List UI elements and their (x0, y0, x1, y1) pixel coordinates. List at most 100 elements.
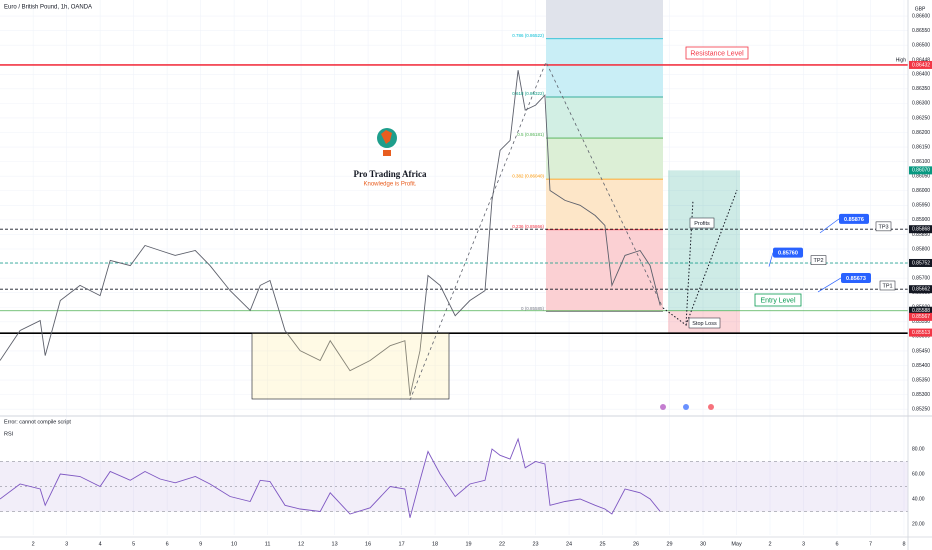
brand: Pro Trading Africa (354, 169, 427, 179)
y-tick-label: 0.85800 (912, 246, 930, 252)
x-tick-label: May (731, 541, 742, 547)
fib-label: 0.618 (0.86322) (512, 91, 544, 96)
x-tick-label: 2 (768, 541, 771, 547)
price-tag-label: 0.85752 (912, 260, 930, 266)
price-tag (909, 60, 932, 69)
target-badge (839, 213, 869, 224)
entry-label: Entry Level (760, 297, 795, 304)
stop-box (688, 317, 721, 329)
fib-zone (546, 179, 663, 230)
y-tick-label: 0.86550 (912, 28, 930, 34)
y-tick-label: 0.86500 (912, 42, 930, 48)
price-tag-label: 0.86070 (912, 168, 930, 174)
x-tick-label: 7 (869, 541, 872, 547)
fib-label: 0.236 (0.85866) (512, 224, 544, 229)
fib-zone (546, 138, 663, 180)
y-tick-label: 0.85850 (912, 232, 930, 238)
profits-box (689, 217, 715, 229)
target-pointer (819, 218, 840, 234)
price-tag-label: 0.85868 (912, 227, 930, 233)
y-tick-label: 0.86400 (912, 72, 930, 78)
icon (708, 404, 714, 410)
slogan: Knowledge is Profit. (363, 182, 416, 188)
x-tick-label: 30 (700, 541, 706, 547)
target-box (875, 221, 892, 232)
price-tag (909, 258, 932, 267)
fib-label: 0.786 (0.86522) (512, 33, 544, 38)
y-tick-label: 0.85700 (912, 275, 930, 281)
price-tag (909, 306, 932, 315)
high-tag (909, 56, 932, 65)
profits-label: Profits (694, 221, 710, 227)
y-tick-label: 0.85900 (912, 217, 930, 223)
profit-path (685, 189, 738, 326)
y-tick-label: 0.85400 (912, 363, 930, 369)
x-tick-label: 19 (466, 541, 472, 547)
x-tick-label: 4 (99, 541, 102, 547)
y-tick-label: 0.86200 (912, 130, 930, 136)
price-tag-label: 0.86432 (912, 62, 930, 68)
fib-zone (546, 38, 663, 97)
x-tick-label: 13 (332, 541, 338, 547)
fib-label: 0.382 (0.86040) (512, 173, 544, 178)
price-tag (909, 312, 932, 321)
target-pointer (817, 277, 842, 293)
x-tick-label: 9 (199, 541, 202, 547)
price-tag (909, 328, 932, 337)
target-name: TP1 (882, 283, 892, 289)
profit-zone (668, 170, 740, 311)
fib-label: 0 (0.85585) (521, 306, 545, 311)
x-tick-label: 26 (633, 541, 639, 547)
target-badge (773, 247, 803, 258)
price-tag-label: 0.85513 (912, 330, 930, 336)
x-tick-label: 23 (532, 541, 538, 547)
x-tick-label: 16 (365, 541, 371, 547)
target-price: 0.85760 (778, 251, 798, 257)
price-tag-label: 0.85588 (912, 308, 930, 314)
symbol-title: Euro / British Pound, 1h, OANDA (4, 5, 92, 11)
stop-label: Stop Loss (692, 321, 717, 327)
pane-title: RSI (4, 431, 14, 437)
high-value: 0.86448 (912, 58, 930, 64)
target-price: 0.85876 (844, 217, 864, 223)
target-badge (841, 272, 871, 283)
series-line (0, 70, 661, 396)
consolidation-box (251, 332, 450, 400)
y-tick-label: 0.85350 (912, 377, 930, 383)
x-tick-label: 24 (566, 541, 572, 547)
x-tick-label: 5 (132, 541, 135, 547)
x-tick-label: 25 (599, 541, 605, 547)
resistance-box (685, 46, 749, 60)
y-tick-label: 40.00 (912, 496, 925, 502)
fib-zone (546, 0, 663, 39)
price-tag (909, 166, 932, 175)
logo-africa (381, 130, 392, 144)
y-tick-label: 0.85300 (912, 392, 930, 398)
high-label: High (896, 58, 907, 64)
fib-label: 0.5 (0.86181) (517, 132, 544, 137)
y-tick-label: 0.85950 (912, 203, 930, 209)
entry-box (754, 293, 802, 307)
fib-zone (546, 229, 663, 312)
y-tick-label: 0.86100 (912, 159, 930, 165)
target-box (810, 255, 827, 265)
y-tick-label: 0.86600 (912, 13, 930, 19)
fib-zone (546, 96, 663, 139)
price-tag-label: 0.85567 (912, 314, 930, 320)
y-tick-label: 80.00 (912, 446, 925, 452)
currency: GBP (915, 6, 926, 12)
y-tick-label: 0.86050 (912, 174, 930, 180)
trend-line (409, 61, 664, 401)
x-tick-label: 6 (835, 541, 838, 547)
y-tick-label: 0.86000 (912, 188, 930, 194)
x-tick-label: 12 (298, 541, 304, 547)
y-tick-label: 0.85550 (912, 319, 930, 325)
x-tick-label: 3 (802, 541, 805, 547)
x-tick-label: 17 (399, 541, 405, 547)
y-tick-label: 0.86150 (912, 144, 930, 150)
y-tick-label: 20.00 (912, 521, 925, 527)
y-tick-label: 0.85450 (912, 348, 930, 354)
x-tick-label: 10 (231, 541, 237, 547)
